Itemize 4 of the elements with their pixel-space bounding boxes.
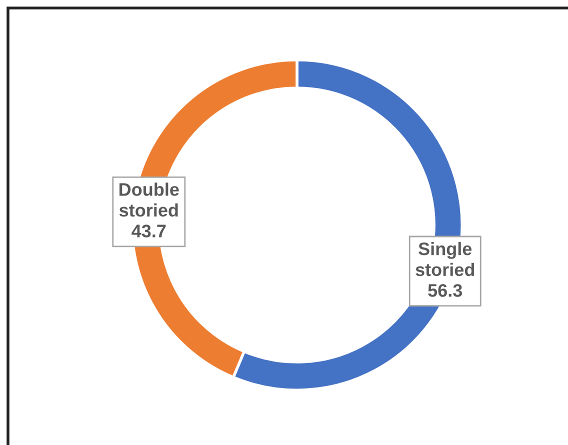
data-label: 43.7	[132, 224, 166, 238]
slice-label: Double storied	[119, 182, 179, 217]
slice-label: Single storied	[416, 242, 474, 276]
data-label: 56.3	[428, 284, 462, 297]
